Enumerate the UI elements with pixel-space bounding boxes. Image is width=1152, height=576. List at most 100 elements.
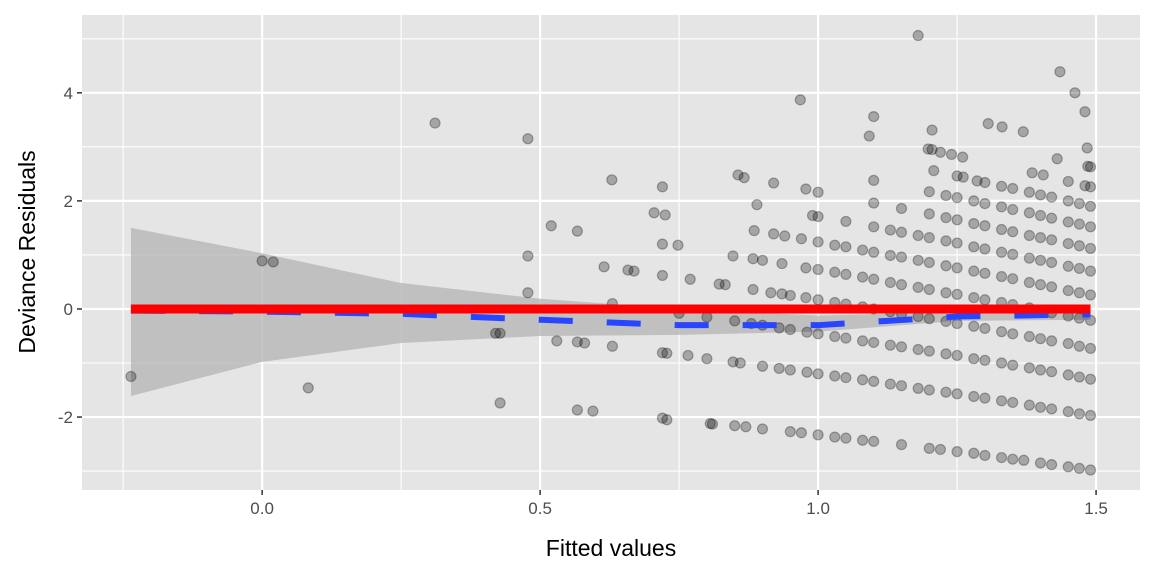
data-point — [1034, 457, 1047, 469]
y-tick-label: 0 — [64, 300, 73, 319]
data-point — [923, 345, 935, 357]
data-point — [606, 340, 618, 352]
data-point — [1023, 330, 1035, 343]
data-point — [840, 215, 852, 228]
data-point — [979, 322, 991, 335]
data-point — [672, 239, 684, 251]
data-point — [840, 241, 852, 253]
data-point — [856, 271, 869, 283]
data-point — [729, 420, 741, 432]
data-point — [923, 384, 935, 396]
data-point — [587, 405, 599, 417]
data-point — [1084, 161, 1097, 173]
data-point — [1007, 328, 1019, 340]
data-point — [812, 294, 824, 306]
data-point — [1084, 342, 1097, 355]
data-point — [1084, 464, 1097, 476]
data-point — [1007, 203, 1019, 216]
data-point — [1073, 371, 1085, 383]
data-point — [1046, 335, 1058, 347]
data-point — [773, 362, 785, 375]
data-point — [701, 353, 713, 365]
data-point — [940, 348, 952, 360]
data-point — [776, 257, 788, 270]
data-point — [1073, 408, 1085, 420]
data-point — [1023, 276, 1035, 289]
data-point — [884, 249, 896, 262]
data-point — [923, 232, 935, 244]
data-point — [1069, 87, 1081, 99]
data-point — [302, 382, 314, 394]
data-point — [995, 223, 1008, 236]
data-point — [1017, 126, 1029, 138]
data-point — [923, 442, 935, 454]
data-point — [968, 353, 980, 365]
data-point — [995, 395, 1008, 407]
data-point — [522, 287, 534, 299]
data-point — [1034, 189, 1047, 201]
data-point — [957, 171, 969, 183]
data-point — [656, 347, 669, 359]
data-point — [732, 169, 744, 181]
data-point — [840, 268, 852, 280]
data-point — [738, 172, 750, 184]
data-point — [979, 197, 991, 210]
data-point — [979, 243, 991, 255]
data-point — [812, 263, 824, 276]
data-point — [1084, 221, 1097, 233]
data-point — [571, 225, 583, 237]
data-point — [951, 317, 963, 330]
data-point — [995, 451, 1008, 464]
data-point — [429, 117, 441, 129]
data-point — [1051, 153, 1063, 165]
data-point — [125, 370, 137, 383]
data-point — [912, 29, 924, 42]
data-point — [1084, 265, 1097, 277]
y-axis-title: Deviance Residuals — [14, 150, 40, 353]
data-point — [1023, 186, 1035, 198]
data-point — [1062, 260, 1074, 272]
data-point — [1046, 212, 1058, 224]
data-point — [1084, 289, 1097, 301]
data-point — [801, 326, 813, 338]
data-point — [829, 370, 841, 382]
data-point — [1073, 240, 1085, 252]
data-point — [765, 287, 777, 299]
data-point — [800, 262, 812, 274]
data-point — [995, 270, 1008, 283]
data-point — [1046, 256, 1058, 269]
data-point — [895, 202, 908, 215]
data-point — [751, 199, 763, 211]
data-point — [812, 328, 824, 340]
data-point — [756, 254, 769, 266]
data-point — [1073, 218, 1085, 230]
data-point — [951, 192, 963, 204]
data-point — [951, 262, 963, 274]
data-point — [979, 354, 991, 366]
data-point — [979, 392, 991, 404]
data-point — [868, 174, 880, 186]
data-point — [863, 130, 875, 142]
data-point — [1046, 366, 1058, 378]
data-point — [1007, 396, 1019, 409]
lines-group — [130, 304, 1091, 329]
data-point — [494, 397, 506, 409]
data-point — [648, 207, 660, 219]
data-point — [968, 320, 980, 332]
data-point — [1007, 453, 1019, 465]
data-point — [267, 256, 279, 268]
data-point — [1062, 369, 1074, 381]
data-point — [856, 434, 869, 446]
data-point — [1046, 403, 1058, 415]
data-point — [926, 143, 938, 156]
data-point — [979, 294, 991, 306]
data-point — [1073, 197, 1085, 210]
data-point — [840, 371, 852, 384]
data-point — [784, 426, 796, 438]
data-point — [571, 404, 583, 416]
data-point — [1084, 181, 1097, 193]
data-point — [912, 343, 924, 356]
x-tick-label: 1.0 — [806, 499, 830, 518]
data-point — [940, 189, 952, 202]
